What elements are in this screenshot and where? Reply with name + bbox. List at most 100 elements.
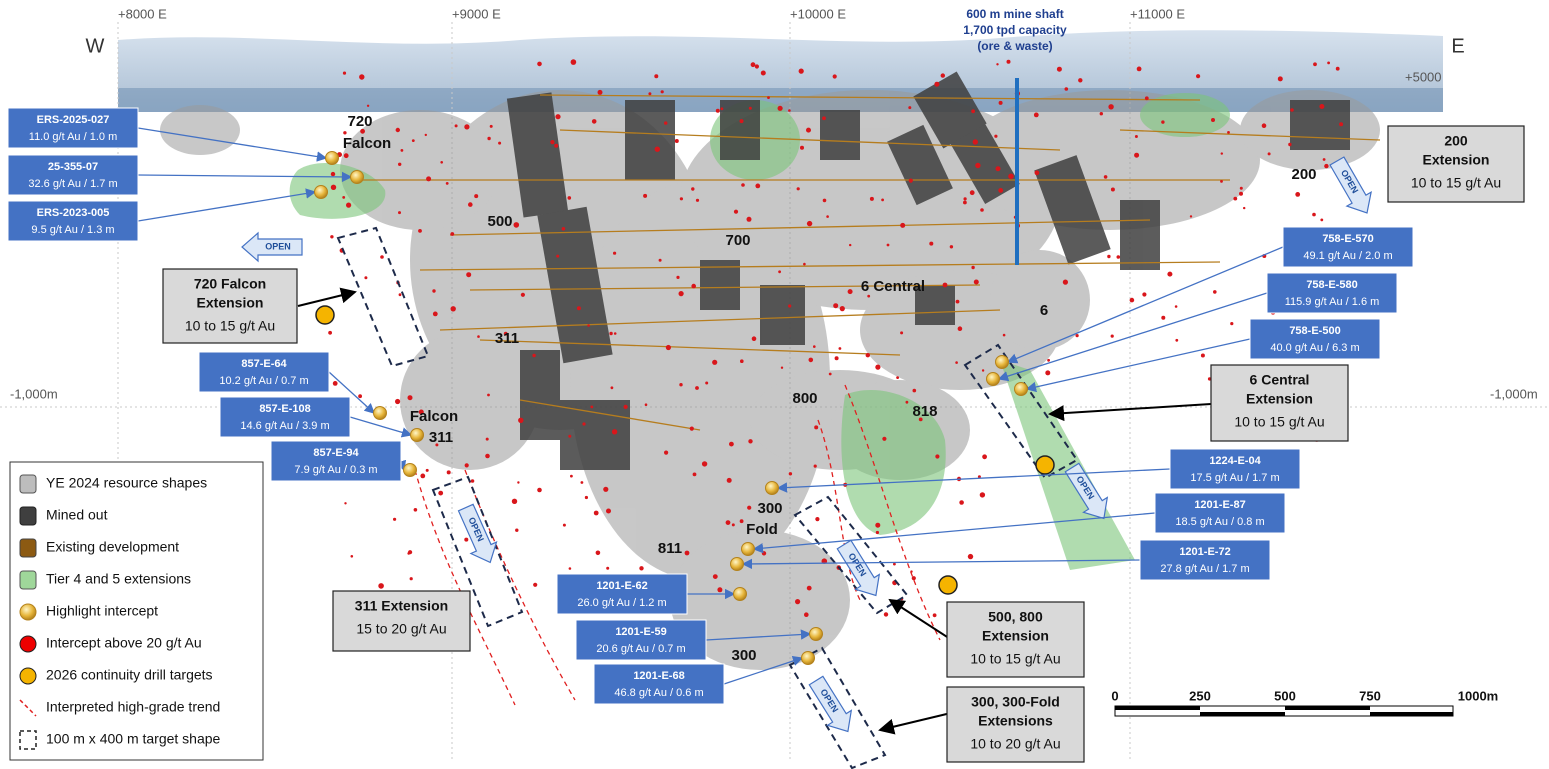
red-dot xyxy=(969,190,975,196)
red-dot xyxy=(798,68,804,74)
red-dot xyxy=(1220,180,1223,183)
red-dot xyxy=(822,198,827,203)
legend-label: Interpreted high-grade trend xyxy=(46,699,220,715)
red-dot xyxy=(747,505,752,510)
legend-swatch xyxy=(19,474,37,494)
open-arrow-shape xyxy=(457,503,498,564)
red-dot xyxy=(1243,206,1246,210)
red-dot xyxy=(955,299,960,304)
intercept-box xyxy=(556,573,688,615)
red-dot xyxy=(562,523,566,527)
red-dot xyxy=(360,128,365,134)
red-dot xyxy=(822,116,826,121)
legend-label: Tier 4 and 5 extensions xyxy=(46,571,191,587)
highlight-intercept xyxy=(995,355,1009,369)
elevation-label: -1,000m xyxy=(10,386,58,401)
intercept-box xyxy=(7,154,139,196)
red-dot xyxy=(1134,135,1138,138)
callout-arrow xyxy=(328,371,375,414)
intercept-box xyxy=(1249,318,1381,360)
red-dot xyxy=(1220,152,1224,155)
red-dot xyxy=(611,429,618,435)
red-dot xyxy=(834,356,839,361)
red-dot xyxy=(896,376,899,379)
red-dot xyxy=(972,139,978,145)
red-dot xyxy=(1110,187,1115,192)
intercept-result: 49.1 g/t Au / 2.0 m xyxy=(1303,250,1392,262)
red-dot xyxy=(398,162,402,166)
red-dot xyxy=(1129,297,1135,303)
red-dot xyxy=(332,381,338,386)
red-dot xyxy=(1324,163,1329,169)
red-dot xyxy=(400,149,404,152)
red-dot xyxy=(949,245,954,249)
shaft-label: 600 m mine shaft xyxy=(966,7,1063,21)
red-dot xyxy=(996,63,999,66)
red-dot xyxy=(1200,353,1205,358)
red-dot xyxy=(398,211,401,215)
red-dot xyxy=(883,612,889,617)
red-dot xyxy=(751,336,757,342)
red-dot xyxy=(644,403,648,407)
red-dot xyxy=(875,522,881,528)
zone-label: 300 xyxy=(757,500,782,517)
red-dot xyxy=(533,582,538,587)
zone-label: 300 xyxy=(731,647,756,664)
red-dot xyxy=(590,405,594,409)
red-dot xyxy=(867,294,871,298)
red-dot xyxy=(568,434,572,438)
red-dot xyxy=(1267,152,1271,156)
red-dot xyxy=(796,187,800,191)
red-dot xyxy=(515,528,519,532)
target-title: 720 Falcon xyxy=(194,276,266,292)
highlight-intercept xyxy=(373,406,387,420)
highlight-intercept xyxy=(741,542,755,556)
red-dot xyxy=(998,100,1003,105)
west-label: W xyxy=(86,35,105,57)
open-arrow: OPEN xyxy=(808,675,853,733)
red-dot xyxy=(570,59,577,65)
highlight-intercept xyxy=(325,151,339,165)
red-dot xyxy=(464,537,469,542)
intercept-result: 9.5 g/t Au / 1.3 m xyxy=(31,224,114,236)
intercept-result: 7.9 g/t Au / 0.3 m xyxy=(294,464,377,476)
intercept-result: 40.0 g/t Au / 6.3 m xyxy=(1270,342,1359,354)
red-dot xyxy=(778,270,781,274)
red-dot xyxy=(487,136,491,141)
red-dot xyxy=(1064,87,1069,91)
red-dot xyxy=(803,262,806,266)
scale-label: 500 xyxy=(1274,688,1296,703)
highlight-intercept xyxy=(809,627,823,641)
red-dot xyxy=(865,353,870,358)
open-arrow-shape xyxy=(1329,156,1372,214)
zone-label: 500 xyxy=(487,213,512,230)
legend-swatch xyxy=(19,635,37,653)
scale-bar xyxy=(1114,705,1454,717)
red-dot xyxy=(1213,290,1217,294)
red-dot xyxy=(342,71,347,75)
continuity-targets xyxy=(315,305,1055,595)
red-dot xyxy=(1161,315,1166,320)
target-box xyxy=(332,590,471,652)
trend-lines xyxy=(414,384,941,706)
open-arrow: OPEN xyxy=(1329,156,1372,214)
legend-label: Highlight intercept xyxy=(46,603,158,619)
target-grade: 10 to 15 g/t Au xyxy=(1234,414,1324,430)
red-dot xyxy=(881,198,884,202)
target-title: Extension xyxy=(1423,152,1490,168)
red-dot xyxy=(800,145,804,150)
intercept-hole: 758-E-500 xyxy=(1289,325,1340,337)
red-dot xyxy=(940,73,945,78)
red-dot xyxy=(517,481,520,484)
shaft-label: (ore & waste) xyxy=(977,39,1052,53)
easting: +11000 E xyxy=(1130,6,1185,21)
red-dot xyxy=(1045,370,1051,376)
red-dot xyxy=(366,104,370,108)
red-dot xyxy=(832,74,837,79)
red-dot xyxy=(503,331,508,336)
red-dot xyxy=(609,331,613,336)
red-dot xyxy=(418,229,422,233)
scale-label: 0 xyxy=(1111,688,1118,703)
